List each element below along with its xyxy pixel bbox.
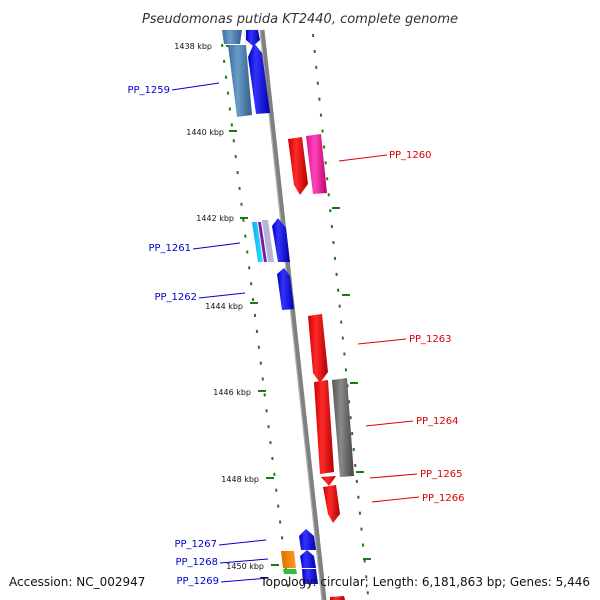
tick-label: 1438 kbp	[174, 42, 212, 51]
leader-line	[192, 242, 241, 250]
gene-label-pp1265[interactable]: PP_1265	[420, 469, 463, 480]
gene-label-pp1262[interactable]: PP_1262	[154, 292, 197, 303]
leader-line	[220, 577, 270, 583]
gene-arrow	[248, 43, 270, 114]
gene-arrow	[272, 218, 290, 262]
leader-line	[171, 82, 220, 91]
gene-arrow	[300, 550, 316, 568]
gene-label-pp1263[interactable]: PP_1263	[409, 334, 452, 345]
gene-block	[252, 222, 263, 262]
gene-arrow	[321, 476, 336, 486]
gene-label-pp1267[interactable]: PP_1267	[174, 539, 217, 550]
topology-text: Topology: circular; Length: 6,181,863 bp…	[259, 575, 590, 589]
gene-arrow	[323, 485, 340, 523]
tick-label: 1448 kbp	[221, 475, 259, 484]
gene-labels: PP_1259 PP_1260 PP_1261 PP_1262 PP_1263 …	[127, 85, 464, 587]
gene-label-pp1266[interactable]: PP_1266	[422, 493, 465, 504]
gene-arrow	[299, 529, 316, 550]
feature-block	[222, 30, 242, 44]
gene-block	[314, 380, 334, 474]
gene-label-pp1268[interactable]: PP_1268	[175, 557, 218, 568]
gene-label-pp1259[interactable]: PP_1259	[127, 85, 170, 96]
feature-group-pp1261[interactable]	[252, 218, 290, 262]
leader-line	[219, 558, 269, 564]
leader-line	[365, 420, 414, 427]
feature-group-pp1262[interactable]	[277, 268, 294, 310]
leader-line	[218, 539, 267, 546]
gene-block-partial	[330, 596, 345, 600]
tick-label: 1446 kbp	[213, 388, 251, 397]
tick-label: 1444 kbp	[205, 302, 243, 311]
feature-group-pp1260[interactable]	[288, 134, 327, 195]
tick-label: 1440 kbp	[186, 128, 224, 137]
feature-group-pp1265[interactable]	[321, 476, 336, 486]
gene-label-pp1260[interactable]: PP_1260	[389, 150, 432, 161]
leader-lines	[171, 82, 420, 583]
tick-group: 1438 kbp 1440 kbp 1442 kbp 1444 kbp 1446…	[174, 42, 371, 571]
gene-arrow	[288, 137, 308, 195]
gene-arrow	[246, 30, 260, 46]
gene-label-pp1264[interactable]: PP_1264	[416, 416, 459, 427]
genome-backbone-highlight	[259, 29, 323, 600]
gene-arrow	[308, 314, 328, 383]
map-title: Pseudomonas putida KT2440, complete geno…	[142, 12, 458, 27]
leader-line	[369, 473, 418, 479]
gene-block	[302, 569, 318, 584]
gene-label-pp1261[interactable]: PP_1261	[148, 243, 191, 254]
tick-label: 1442 kbp	[196, 214, 234, 223]
gene-block	[281, 551, 296, 568]
gene-block	[283, 569, 297, 574]
leader-line	[338, 154, 388, 162]
gene-arrow	[277, 268, 294, 310]
feature-group-pp1259[interactable]	[222, 29, 270, 117]
feature-group-pp1266[interactable]	[323, 485, 340, 523]
feature-group-pp1267[interactable]	[281, 529, 318, 584]
accession-text: Accession: NC_002947	[9, 575, 145, 589]
leader-line	[198, 292, 246, 299]
inner-dotted-guide	[221, 43, 290, 596]
gene-block	[258, 222, 267, 262]
leader-line	[357, 338, 407, 345]
feature-group-pp1263[interactable]	[308, 314, 328, 383]
tick-label: 1450 kbp	[226, 562, 264, 571]
gene-block	[306, 134, 327, 194]
gene-label-pp1269[interactable]: PP_1269	[176, 576, 219, 587]
genome-backbone	[259, 29, 327, 600]
gene-block	[262, 220, 274, 262]
leader-line	[371, 496, 420, 503]
gene-block	[332, 378, 354, 477]
gene-block	[228, 45, 252, 117]
feature-group-pp1264[interactable]	[314, 378, 354, 477]
